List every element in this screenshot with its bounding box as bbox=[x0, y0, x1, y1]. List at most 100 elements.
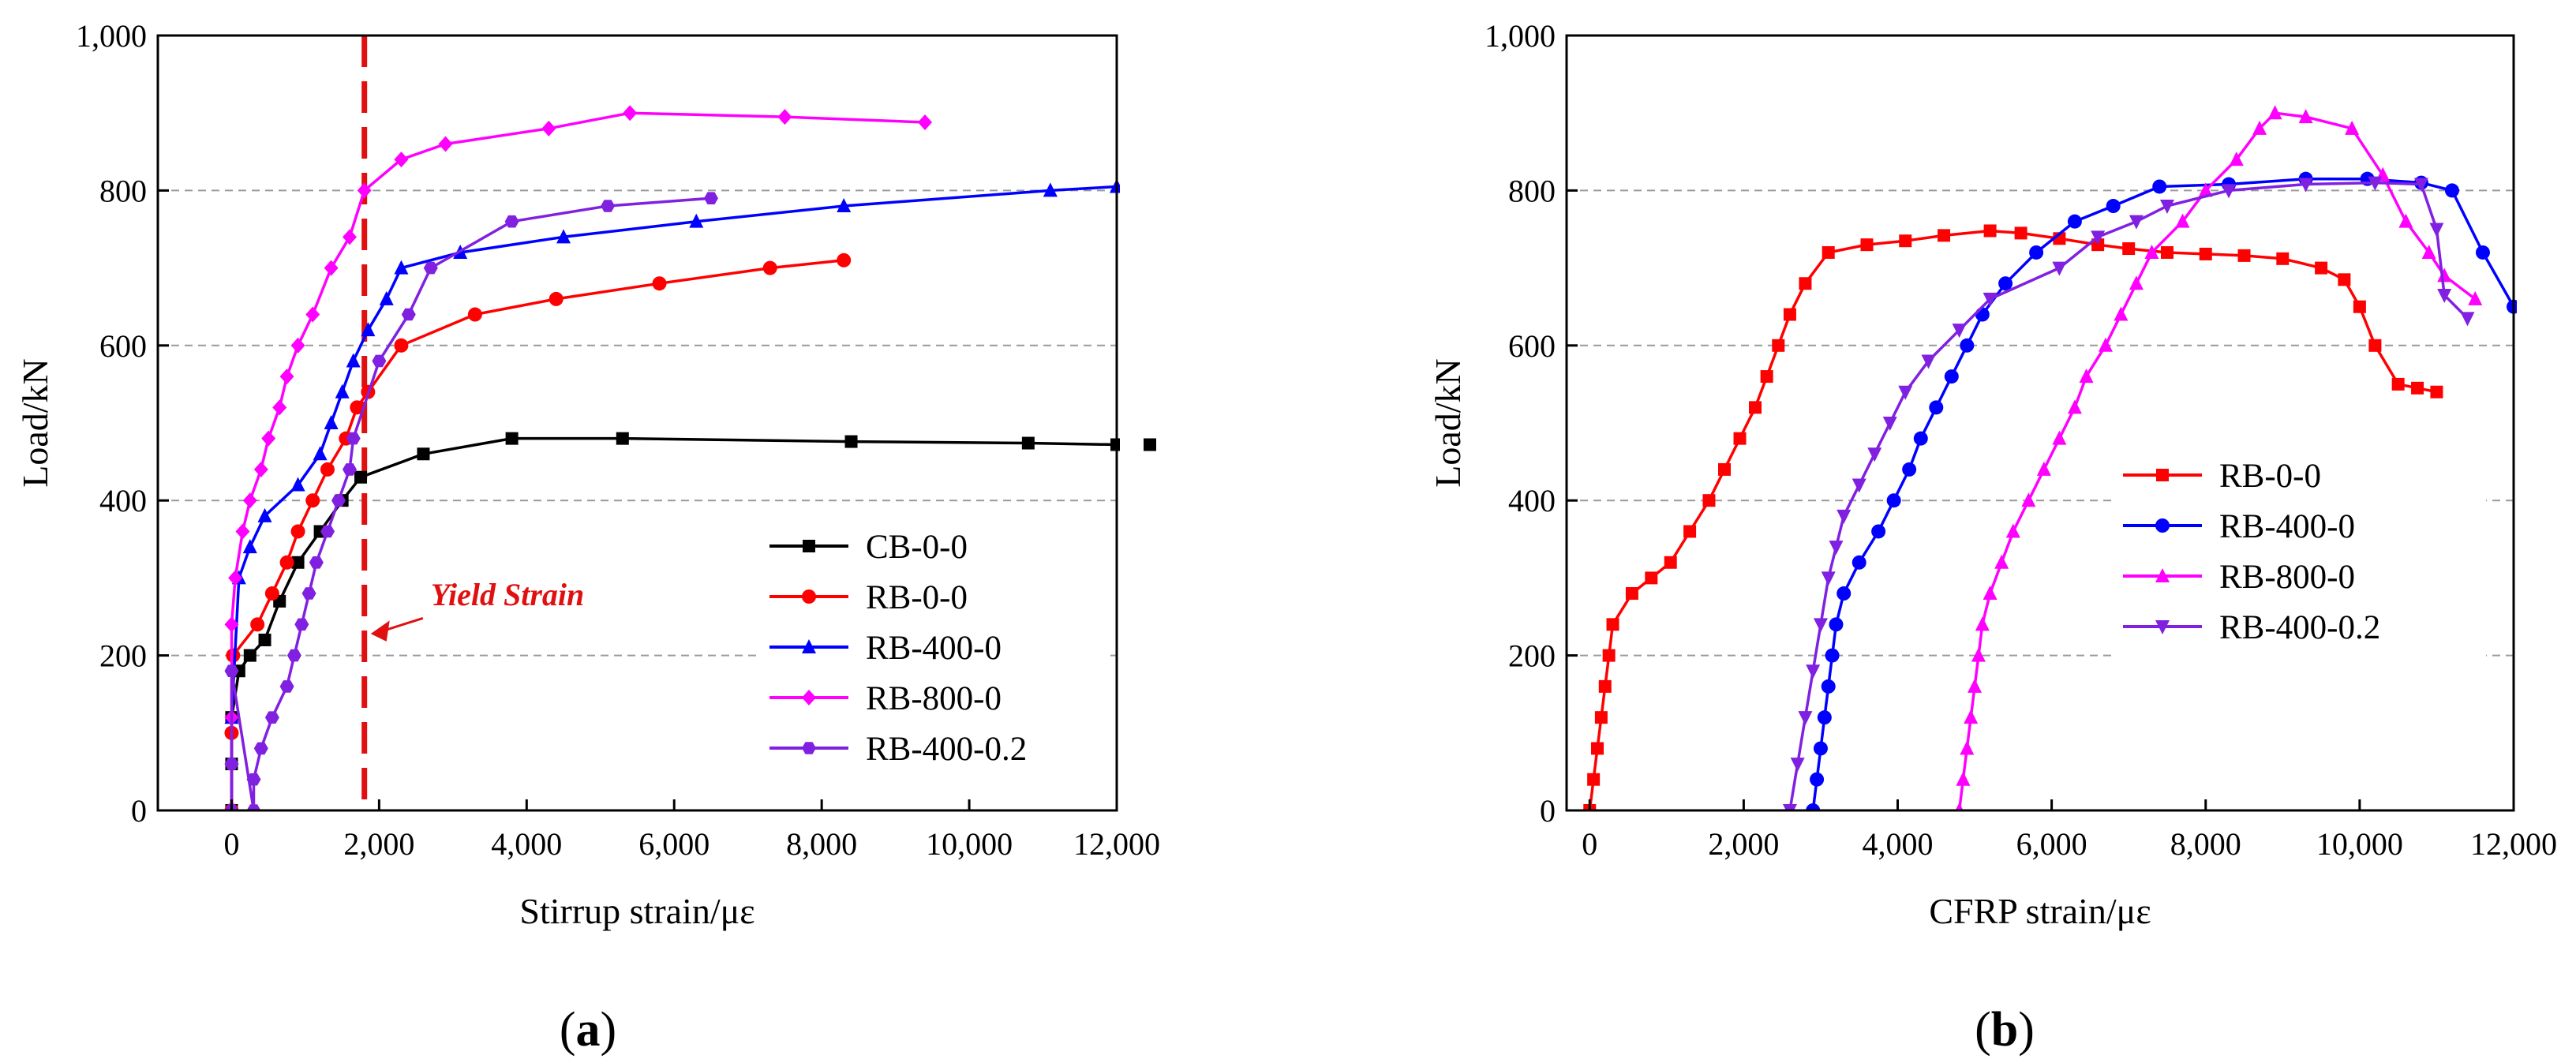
legend-marker-RB-0-0 bbox=[2156, 469, 2169, 481]
data-point bbox=[1944, 369, 1959, 384]
data-point bbox=[2114, 306, 2129, 321]
data-point bbox=[2222, 184, 2237, 199]
data-point bbox=[1645, 571, 1658, 585]
data-point bbox=[2067, 214, 2082, 229]
y-axis-label: Load/kN bbox=[15, 358, 55, 488]
data-point bbox=[1956, 771, 1971, 786]
data-point bbox=[350, 400, 365, 415]
legend-marker-RB-800-0 bbox=[802, 690, 816, 705]
x-axis-label: CFRP strain/με bbox=[1929, 891, 2151, 931]
data-point bbox=[1806, 803, 1821, 810]
data-point bbox=[1760, 370, 1773, 384]
data-point bbox=[1975, 307, 1990, 322]
series-layer bbox=[224, 105, 1120, 810]
data-point bbox=[1749, 401, 1762, 414]
y-tick-label: 800 bbox=[1508, 173, 1556, 208]
y-tick-label: 400 bbox=[99, 483, 147, 518]
data-point bbox=[844, 435, 858, 448]
data-point bbox=[264, 711, 279, 724]
data-point bbox=[1960, 740, 1975, 755]
data-point bbox=[2468, 290, 2483, 305]
data-point bbox=[1921, 354, 1936, 369]
data-point bbox=[242, 539, 257, 554]
data-point bbox=[2052, 430, 2067, 445]
data-point bbox=[1983, 224, 1997, 238]
data-point bbox=[379, 290, 394, 305]
data-point bbox=[1898, 385, 1913, 400]
data-point bbox=[1782, 804, 1797, 810]
x-tick-label: 8,000 bbox=[2170, 826, 2241, 862]
data-point bbox=[1825, 648, 1840, 663]
data-point bbox=[2152, 179, 2167, 194]
data-point bbox=[2252, 120, 2267, 135]
x-tick-label: 10,000 bbox=[926, 826, 1013, 862]
data-point bbox=[1867, 447, 1882, 462]
legend-label: RB-0-0 bbox=[866, 579, 968, 616]
y-tick-label: 1,000 bbox=[76, 18, 147, 54]
axes-frame bbox=[156, 34, 1118, 812]
data-point bbox=[1860, 238, 1874, 252]
data-point bbox=[2079, 369, 2094, 384]
data-point bbox=[401, 308, 416, 321]
x-tick-label: 4,000 bbox=[491, 826, 562, 862]
data-point bbox=[1817, 710, 1832, 725]
data-point bbox=[1606, 618, 1619, 631]
data-point bbox=[549, 291, 564, 306]
data-point bbox=[294, 618, 309, 631]
data-point bbox=[1598, 679, 1612, 693]
legend-marker-CB-0-0 bbox=[803, 540, 815, 552]
data-point bbox=[2159, 200, 2174, 215]
x-axis-label: Stirrup strain/με bbox=[519, 891, 754, 931]
legend-box bbox=[2115, 442, 2486, 683]
legend-label: RB-800-0 bbox=[2219, 559, 2355, 596]
data-point bbox=[290, 477, 305, 492]
data-point bbox=[2368, 176, 2383, 191]
data-point bbox=[556, 229, 571, 244]
data-point bbox=[601, 200, 616, 212]
data-point bbox=[2298, 109, 2313, 124]
data-point bbox=[438, 136, 453, 152]
data-point bbox=[2129, 215, 2144, 230]
data-point bbox=[2229, 152, 2244, 167]
data-point bbox=[2129, 275, 2144, 290]
data-point bbox=[2368, 339, 2382, 352]
data-point bbox=[2444, 183, 2459, 198]
data-point bbox=[2345, 120, 2360, 135]
data-point bbox=[2298, 178, 2313, 193]
data-point-outlier bbox=[1144, 438, 1156, 451]
data-point bbox=[331, 494, 346, 507]
data-point bbox=[305, 306, 320, 323]
data-point bbox=[1964, 709, 1979, 724]
data-point bbox=[1952, 324, 1967, 339]
legend-label: RB-400-0 bbox=[866, 630, 1002, 667]
data-point bbox=[1810, 772, 1825, 787]
panel-label-close: ) bbox=[601, 1003, 617, 1057]
data-point bbox=[2144, 244, 2159, 259]
data-point bbox=[246, 804, 261, 810]
chart-panel-a: Yield Strain 0 2,000 4,000 6,000 8,000 10,000 1… bbox=[15, 18, 1160, 1057]
legend-marker-RB-800-0 bbox=[2155, 568, 2170, 582]
data-point bbox=[1852, 478, 1866, 493]
legend-marker-RB-400-0.2 bbox=[2155, 620, 2170, 634]
data-point bbox=[1683, 525, 1697, 538]
data-point bbox=[243, 649, 256, 662]
data-point bbox=[372, 354, 387, 368]
data-point bbox=[2276, 252, 2290, 265]
x-tick-label: 0 bbox=[1582, 826, 1597, 862]
data-point bbox=[2437, 268, 2452, 283]
data-point bbox=[2021, 492, 2036, 507]
data-point bbox=[1790, 758, 1805, 773]
panel-label-letter: b bbox=[1991, 1003, 2018, 1057]
data-point bbox=[1625, 587, 1638, 601]
data-point bbox=[1587, 773, 1601, 786]
legend-marker-RB-400-0.2 bbox=[802, 742, 816, 754]
data-point bbox=[2014, 226, 2027, 240]
data-point bbox=[2398, 213, 2413, 228]
series-line-RB-400-0.2 bbox=[1788, 181, 2469, 810]
data-point bbox=[394, 260, 409, 275]
data-point bbox=[2411, 381, 2424, 395]
data-point bbox=[1594, 711, 1608, 724]
data-point bbox=[1718, 462, 1731, 476]
x-tick-label: 12,000 bbox=[2470, 826, 2557, 862]
data-point bbox=[616, 432, 629, 445]
